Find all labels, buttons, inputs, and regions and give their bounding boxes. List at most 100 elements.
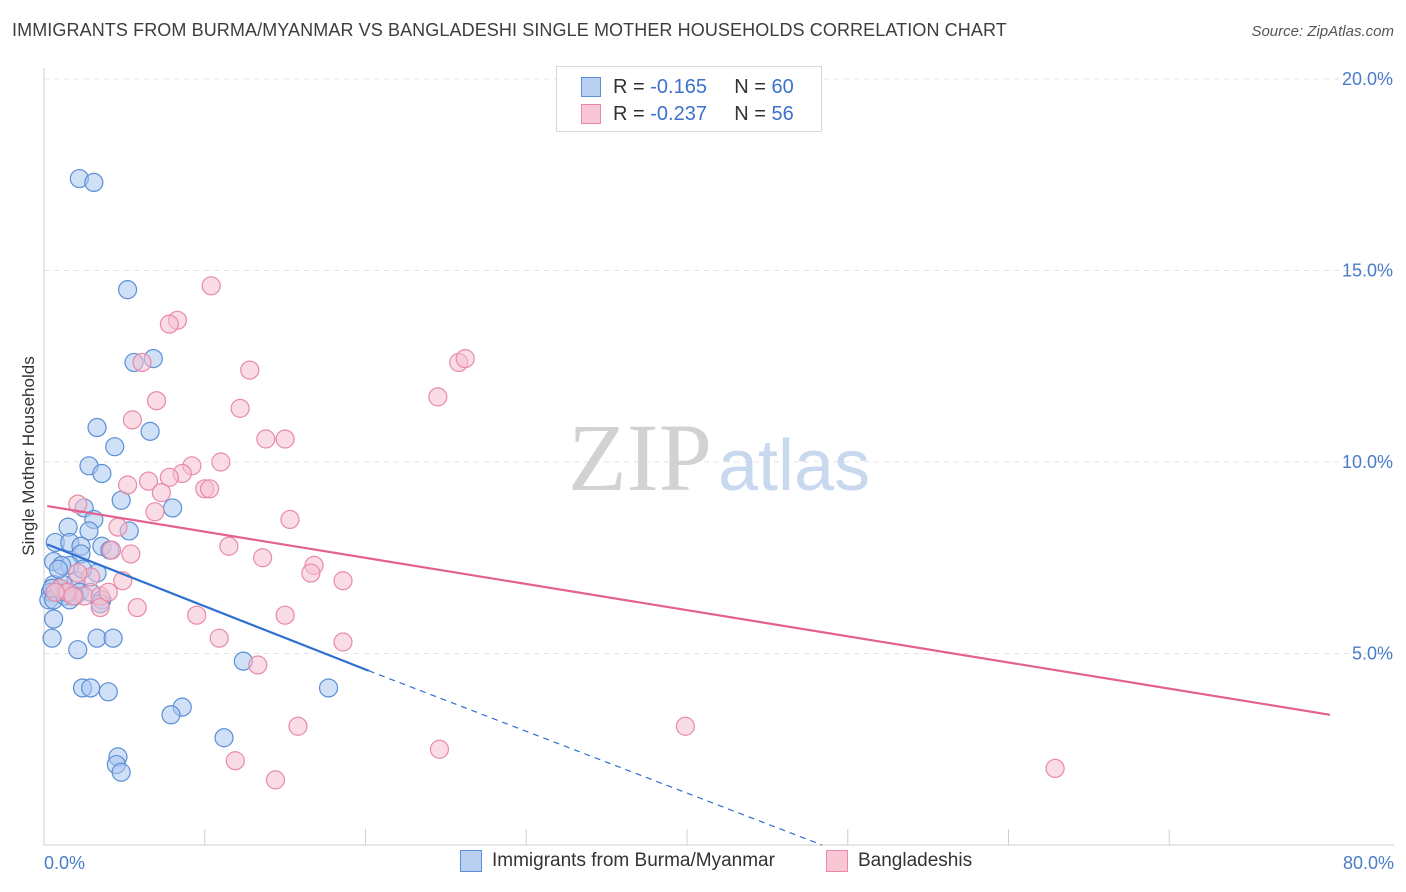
bangladeshi-point [145, 502, 165, 522]
burma-point [48, 559, 69, 579]
bangladeshi-point [455, 348, 475, 369]
y-axis-label: Single Mother Households [19, 356, 38, 555]
burma-trend-extension [368, 670, 823, 846]
burma-point [87, 417, 107, 438]
bangladeshi-point [1045, 758, 1065, 779]
bottom-legend-label: Bangladeshis [858, 850, 973, 871]
legend-swatch-pink [581, 104, 601, 124]
bangladeshi-point [333, 632, 353, 652]
bangladeshi-point [101, 540, 122, 560]
legend-n-value: 60 [771, 75, 794, 98]
burma-point [42, 628, 62, 648]
bangladeshi-point [280, 509, 300, 530]
bangladeshi-point [132, 352, 152, 373]
legend-r-value: -0.237 [650, 102, 707, 125]
bangladeshi-point [333, 571, 353, 591]
bangladeshi-point [117, 475, 138, 495]
burma-point [214, 728, 234, 748]
burma-point [81, 678, 101, 698]
watermark: ZIP atlas [568, 404, 870, 511]
bangladeshi-point [275, 605, 295, 625]
bangladeshi-point [159, 314, 179, 334]
legend-r-value: -0.165 [650, 75, 707, 98]
bangladeshi-point [211, 452, 231, 472]
burma-point [105, 437, 125, 457]
burma-point [163, 498, 183, 518]
bottom-legend-swatch-pink [826, 850, 848, 872]
bangladeshi-point [240, 360, 260, 380]
bottom-legend-swatch-blue [460, 850, 482, 872]
burma-point [98, 682, 118, 702]
bangladeshi-point [219, 536, 239, 556]
source-label: Source: ZipAtlas.com [1251, 23, 1394, 40]
bangladeshi-point [428, 387, 448, 407]
bangladeshi-point [138, 471, 159, 491]
bangladeshi-point [121, 544, 141, 564]
legend-row-bangladeshi: R = -0.237 N = 56 [581, 101, 794, 127]
burma-trend-line [46, 543, 370, 672]
watermark-atlas: atlas [718, 426, 870, 506]
bangladeshi-point [248, 655, 268, 675]
bangladeshi-point [201, 276, 221, 296]
bangladeshi-point [225, 751, 245, 771]
bangladeshi-point [288, 716, 308, 736]
bangladeshi-point [68, 494, 88, 514]
burma-point [103, 628, 123, 648]
x-tick-label-min: 0.0% [44, 853, 85, 873]
legend-n-value: 56 [771, 102, 794, 125]
burma-point [79, 521, 99, 541]
legend-row-burma: R = -0.165 N = 60 [581, 74, 794, 100]
bangladeshi-point [675, 716, 695, 736]
watermark-zip: ZIP [568, 404, 712, 511]
y-tick-label: 10.0% [1342, 452, 1393, 472]
bangladeshi-point [209, 628, 229, 648]
bangladeshi-point [301, 563, 321, 583]
chart-title: IMMIGRANTS FROM BURMA/MYANMAR VS BANGLAD… [12, 20, 1007, 40]
burma-point [87, 628, 107, 648]
burma-point [111, 762, 131, 782]
bangladeshi-point [122, 410, 143, 430]
burma-point [92, 463, 112, 484]
x-ticks [204, 829, 1170, 845]
bottom-legend-bangladeshi: Bangladeshis [826, 850, 972, 872]
trend-lines [46, 504, 1331, 846]
bangladeshi-point [146, 391, 167, 411]
legend-r-label: R = [613, 75, 645, 98]
legend-n-label: N = [734, 102, 766, 125]
burma-point [68, 640, 88, 660]
bangladeshi-point [90, 597, 110, 618]
burma-point [318, 678, 339, 698]
bangladeshi-point [45, 582, 65, 602]
bangladeshi-point [98, 582, 118, 602]
bangladeshi-point [253, 548, 273, 568]
y-tick-label: 5.0% [1352, 644, 1393, 664]
grid [44, 78, 1394, 654]
bangladeshi-point [127, 597, 147, 618]
y-tick-label: 20.0% [1342, 69, 1393, 89]
x-tick-label-max: 80.0% [1343, 853, 1394, 873]
bangladeshi-point [230, 398, 250, 418]
bangladeshi-point [199, 479, 220, 499]
y-tick-label: 15.0% [1342, 261, 1393, 281]
correlation-legend: R = -0.165 N = 60 R = -0.237 N = 56 [556, 66, 822, 132]
bangladeshi-point [151, 483, 171, 503]
bottom-legend-burma: Immigrants from Burma/Myanmar [460, 850, 775, 872]
bangladeshi-point [63, 586, 83, 606]
legend-swatch-blue [581, 77, 601, 97]
legend-n-label: N = [734, 75, 766, 98]
burma-point [117, 280, 138, 300]
bangladeshi-point [275, 429, 295, 449]
bangladeshi-point [265, 770, 286, 790]
y-tick-labels: 5.0% 10.0% 15.0% 20.0% [1342, 69, 1393, 664]
legend-r-label: R = [613, 102, 645, 125]
bangladeshi-point [429, 739, 450, 759]
bangladeshi-point [159, 467, 179, 487]
burma-point [44, 609, 64, 629]
burma-point [161, 705, 181, 725]
bottom-legend-label: Immigrants from Burma/Myanmar [492, 850, 775, 871]
bangladeshi-point [108, 517, 128, 537]
series-bangladeshi-points [45, 276, 1065, 790]
bangladeshi-point [187, 605, 207, 625]
bangladeshi-trend-line [47, 504, 1331, 716]
